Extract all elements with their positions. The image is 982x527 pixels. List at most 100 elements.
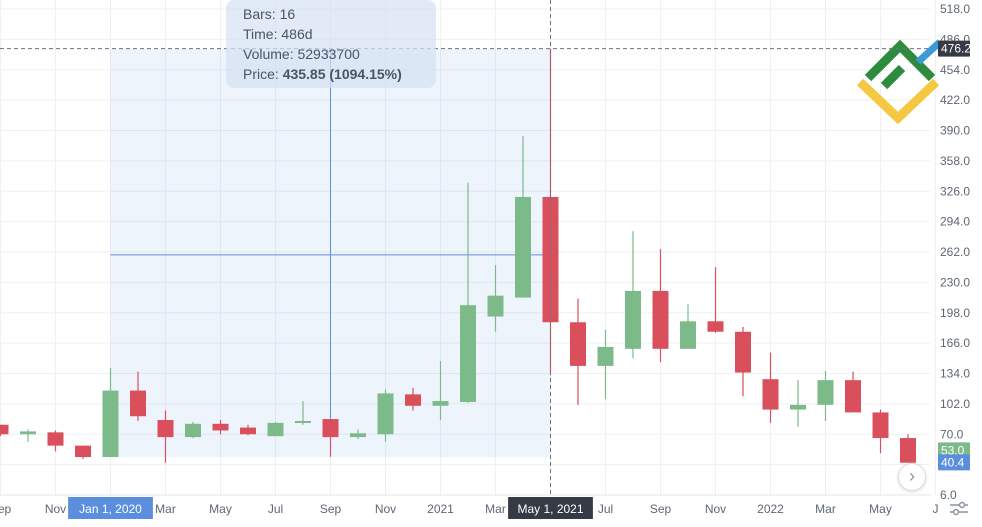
candle-body bbox=[597, 346, 614, 366]
candle bbox=[212, 420, 229, 435]
price-tick-label: 134.0 bbox=[940, 367, 970, 381]
candle bbox=[322, 419, 339, 457]
measure-tooltip: Bars: 16 Time: 486d Volume: 52933700 Pri… bbox=[226, 0, 436, 88]
candle-body bbox=[845, 380, 861, 413]
measure-price-value: 435.85 (1094.15%) bbox=[282, 66, 402, 82]
price-tick-label: 422.0 bbox=[940, 93, 970, 107]
candle bbox=[460, 182, 476, 403]
candle-body bbox=[185, 423, 201, 438]
candle bbox=[0, 424, 9, 437]
time-tick-label: Nov bbox=[45, 502, 66, 516]
scroll-to-realtime-button[interactable]: › bbox=[898, 463, 926, 491]
measure-range bbox=[110, 47, 552, 458]
candle bbox=[75, 445, 91, 459]
price-tick-label: 6.0 bbox=[940, 488, 957, 502]
time-tick-label: 2021 bbox=[427, 502, 454, 516]
time-tick-label: Mar bbox=[815, 502, 836, 516]
price-label-text: 40.4 bbox=[941, 455, 965, 469]
candle-body bbox=[735, 331, 751, 373]
candle-body bbox=[625, 290, 641, 349]
candle-body bbox=[707, 321, 724, 332]
price-label-bg bbox=[938, 454, 970, 471]
price-tick-label: 262.0 bbox=[940, 245, 970, 259]
time-tick-label: May bbox=[869, 502, 892, 516]
measure-price-label: Price: bbox=[243, 66, 279, 82]
candle-body bbox=[817, 380, 834, 405]
candle-body bbox=[377, 393, 394, 435]
logo-green-stroke bbox=[880, 64, 906, 90]
measure-bars: Bars: 16 bbox=[243, 6, 296, 22]
candle bbox=[157, 410, 174, 463]
price-tick-label: 70.0 bbox=[940, 427, 964, 441]
candle bbox=[295, 401, 311, 425]
price-tick-label: 454.0 bbox=[940, 63, 970, 77]
time-tick-label: Sep bbox=[0, 502, 11, 516]
price-tick-label: 390.0 bbox=[940, 124, 970, 138]
candle bbox=[350, 429, 366, 439]
candle bbox=[102, 367, 119, 458]
candle-body bbox=[47, 432, 64, 446]
logo-blue-stroke bbox=[915, 39, 943, 65]
candle bbox=[432, 361, 449, 421]
price-tick-label: 294.0 bbox=[940, 215, 970, 229]
candle-body bbox=[900, 438, 916, 463]
logo-green-chevron bbox=[864, 39, 936, 82]
candle-body bbox=[762, 379, 779, 410]
candle-body bbox=[515, 196, 531, 298]
price-tick-label: 230.0 bbox=[940, 275, 970, 289]
time-tick-label: Nov bbox=[705, 502, 726, 516]
candle-body bbox=[240, 427, 256, 435]
candle bbox=[625, 231, 641, 359]
candle bbox=[872, 409, 889, 454]
price-tick-label: 102.0 bbox=[940, 397, 970, 411]
candle bbox=[405, 387, 421, 411]
candle bbox=[817, 370, 834, 421]
price-tick-label: 326.0 bbox=[940, 184, 970, 198]
candle bbox=[762, 352, 779, 423]
time-tick-label: May 1, 2021 bbox=[517, 502, 583, 516]
candle-body bbox=[75, 445, 91, 458]
time-tick-label: Mar bbox=[485, 502, 506, 516]
time-tick-label: Jan 1, 2020 bbox=[79, 502, 142, 516]
candle bbox=[267, 421, 284, 437]
measure-time: Time: 486d bbox=[243, 26, 313, 42]
settings-sliders-icon[interactable] bbox=[948, 500, 970, 518]
candle bbox=[185, 421, 201, 439]
candle bbox=[20, 429, 36, 442]
price-axis: 518.0486.0454.0422.0390.0358.0326.0294.0… bbox=[938, 2, 971, 502]
measure-volume: Volume: 52933700 bbox=[243, 46, 360, 62]
time-tick-label: 2022 bbox=[757, 502, 784, 516]
candle bbox=[597, 329, 614, 400]
measure-price: Price: 435.85 (1094.15%) bbox=[243, 64, 436, 84]
price-tick-label: 518.0 bbox=[940, 2, 970, 16]
price-tick-label: 166.0 bbox=[940, 336, 970, 350]
candle-body bbox=[460, 305, 476, 402]
candle bbox=[790, 380, 806, 427]
candle bbox=[707, 267, 724, 333]
candle-body bbox=[322, 419, 339, 438]
candle-body bbox=[570, 322, 586, 366]
candle-body bbox=[20, 431, 36, 435]
time-tick-label: Mar bbox=[155, 502, 176, 516]
time-axis: Sep Nov Jan 1, 2020 Mar May Jul Sep Nov 2021 Mar M… bbox=[0, 494, 939, 519]
candle-body bbox=[790, 404, 806, 410]
candle bbox=[47, 430, 64, 452]
time-tick-label: Sep bbox=[650, 502, 672, 516]
candle-body bbox=[652, 290, 669, 349]
price-label-text: 53.0 bbox=[941, 443, 965, 457]
candle bbox=[240, 424, 256, 436]
price-label-bg bbox=[938, 40, 970, 57]
candle-body bbox=[0, 424, 9, 435]
candle-body bbox=[157, 420, 174, 438]
candle-body bbox=[350, 433, 366, 438]
candle-body bbox=[872, 412, 889, 439]
candle bbox=[680, 304, 696, 349]
time-crosshair-label-bg bbox=[508, 497, 593, 519]
candle bbox=[735, 326, 751, 397]
time-range-start-label-bg bbox=[68, 497, 153, 519]
candle-body bbox=[130, 390, 146, 417]
candle bbox=[377, 389, 394, 442]
candle-body bbox=[102, 390, 119, 458]
price-label-text: 476.2 bbox=[941, 42, 971, 56]
